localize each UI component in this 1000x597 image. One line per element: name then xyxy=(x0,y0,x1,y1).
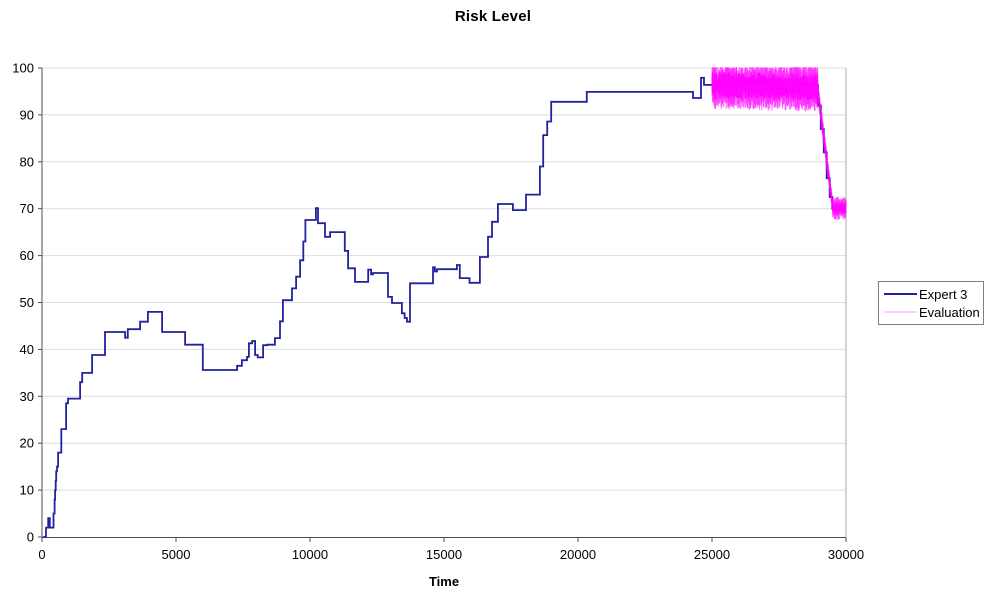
expert3-line xyxy=(43,76,846,538)
legend-label-expert3: Expert 3 xyxy=(919,286,968,302)
evaluation-line-swatch xyxy=(884,311,917,313)
legend-entry-expert3: Expert 3 xyxy=(884,285,981,303)
y-tick-label: 10 xyxy=(20,483,34,498)
y-tick-label: 60 xyxy=(20,248,34,263)
y-tick-label: 70 xyxy=(20,201,34,216)
x-tick-label: 20000 xyxy=(560,547,596,562)
x-axis-title: Time xyxy=(428,574,460,589)
y-tick-label: 100 xyxy=(12,61,34,76)
x-tick-label: 25000 xyxy=(694,547,730,562)
x-tick-label: 30000 xyxy=(828,547,864,562)
x-tick-label: 5000 xyxy=(162,547,191,562)
y-tick-label: 50 xyxy=(20,295,34,310)
y-tick-label: 20 xyxy=(20,436,34,451)
y-tick-label: 90 xyxy=(20,107,34,122)
legend-label-evaluation: Evaluation xyxy=(919,304,980,320)
y-tick-label: 40 xyxy=(20,342,34,357)
expert3-line-swatch xyxy=(884,293,917,295)
x-tick-label: 15000 xyxy=(426,547,462,562)
legend-entry-evaluation: Evaluation xyxy=(884,303,981,321)
x-tick-label: 0 xyxy=(38,547,45,562)
y-tick-label: 0 xyxy=(27,530,34,545)
legend-box: Expert 3 Evaluation xyxy=(878,281,984,325)
y-tick-label: 30 xyxy=(20,389,34,404)
chart-title: Risk Level xyxy=(454,8,532,25)
y-tick-label: 80 xyxy=(20,154,34,169)
x-tick-label: 10000 xyxy=(292,547,328,562)
evaluation-line-core xyxy=(711,71,847,215)
